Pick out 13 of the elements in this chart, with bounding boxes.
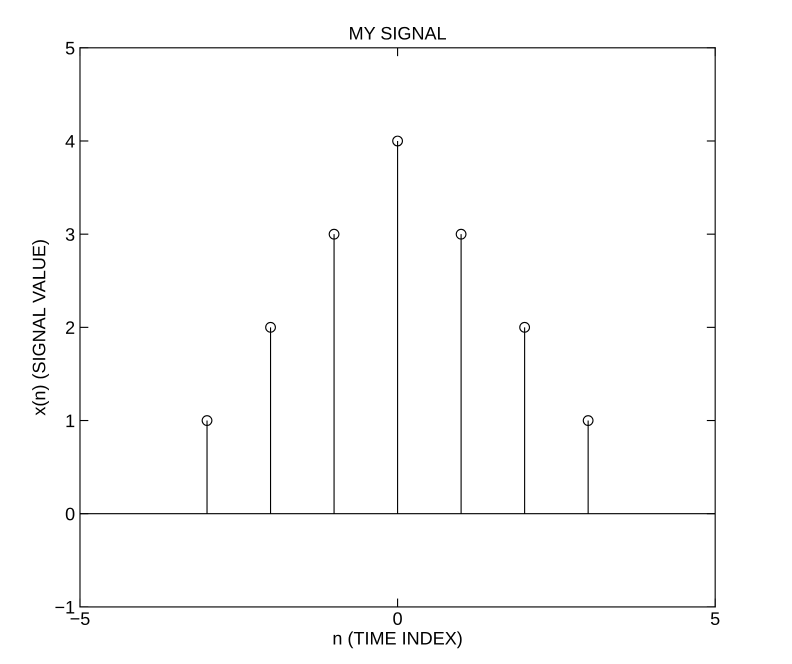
chart-title: MY SIGNAL bbox=[350, 26, 446, 40]
x-tick-label: −5 bbox=[70, 612, 90, 626]
y-tick-label: 3 bbox=[66, 228, 74, 241]
y-tick-label: 0 bbox=[66, 508, 74, 520]
x-tick-label: 5 bbox=[710, 612, 720, 626]
y-tick-label: −1 bbox=[55, 601, 74, 614]
y-axis-title: x(n) (SIGNAL VALUE) bbox=[32, 240, 49, 416]
x-tick-label: 0 bbox=[393, 612, 402, 626]
y-tick-label: 2 bbox=[66, 321, 74, 334]
x-axis-title: n (TIME INDEX) bbox=[334, 631, 462, 648]
y-tick-label: 1 bbox=[66, 414, 74, 428]
y-tick-label: 4 bbox=[66, 135, 75, 148]
y-tick-label: 5 bbox=[66, 42, 74, 55]
